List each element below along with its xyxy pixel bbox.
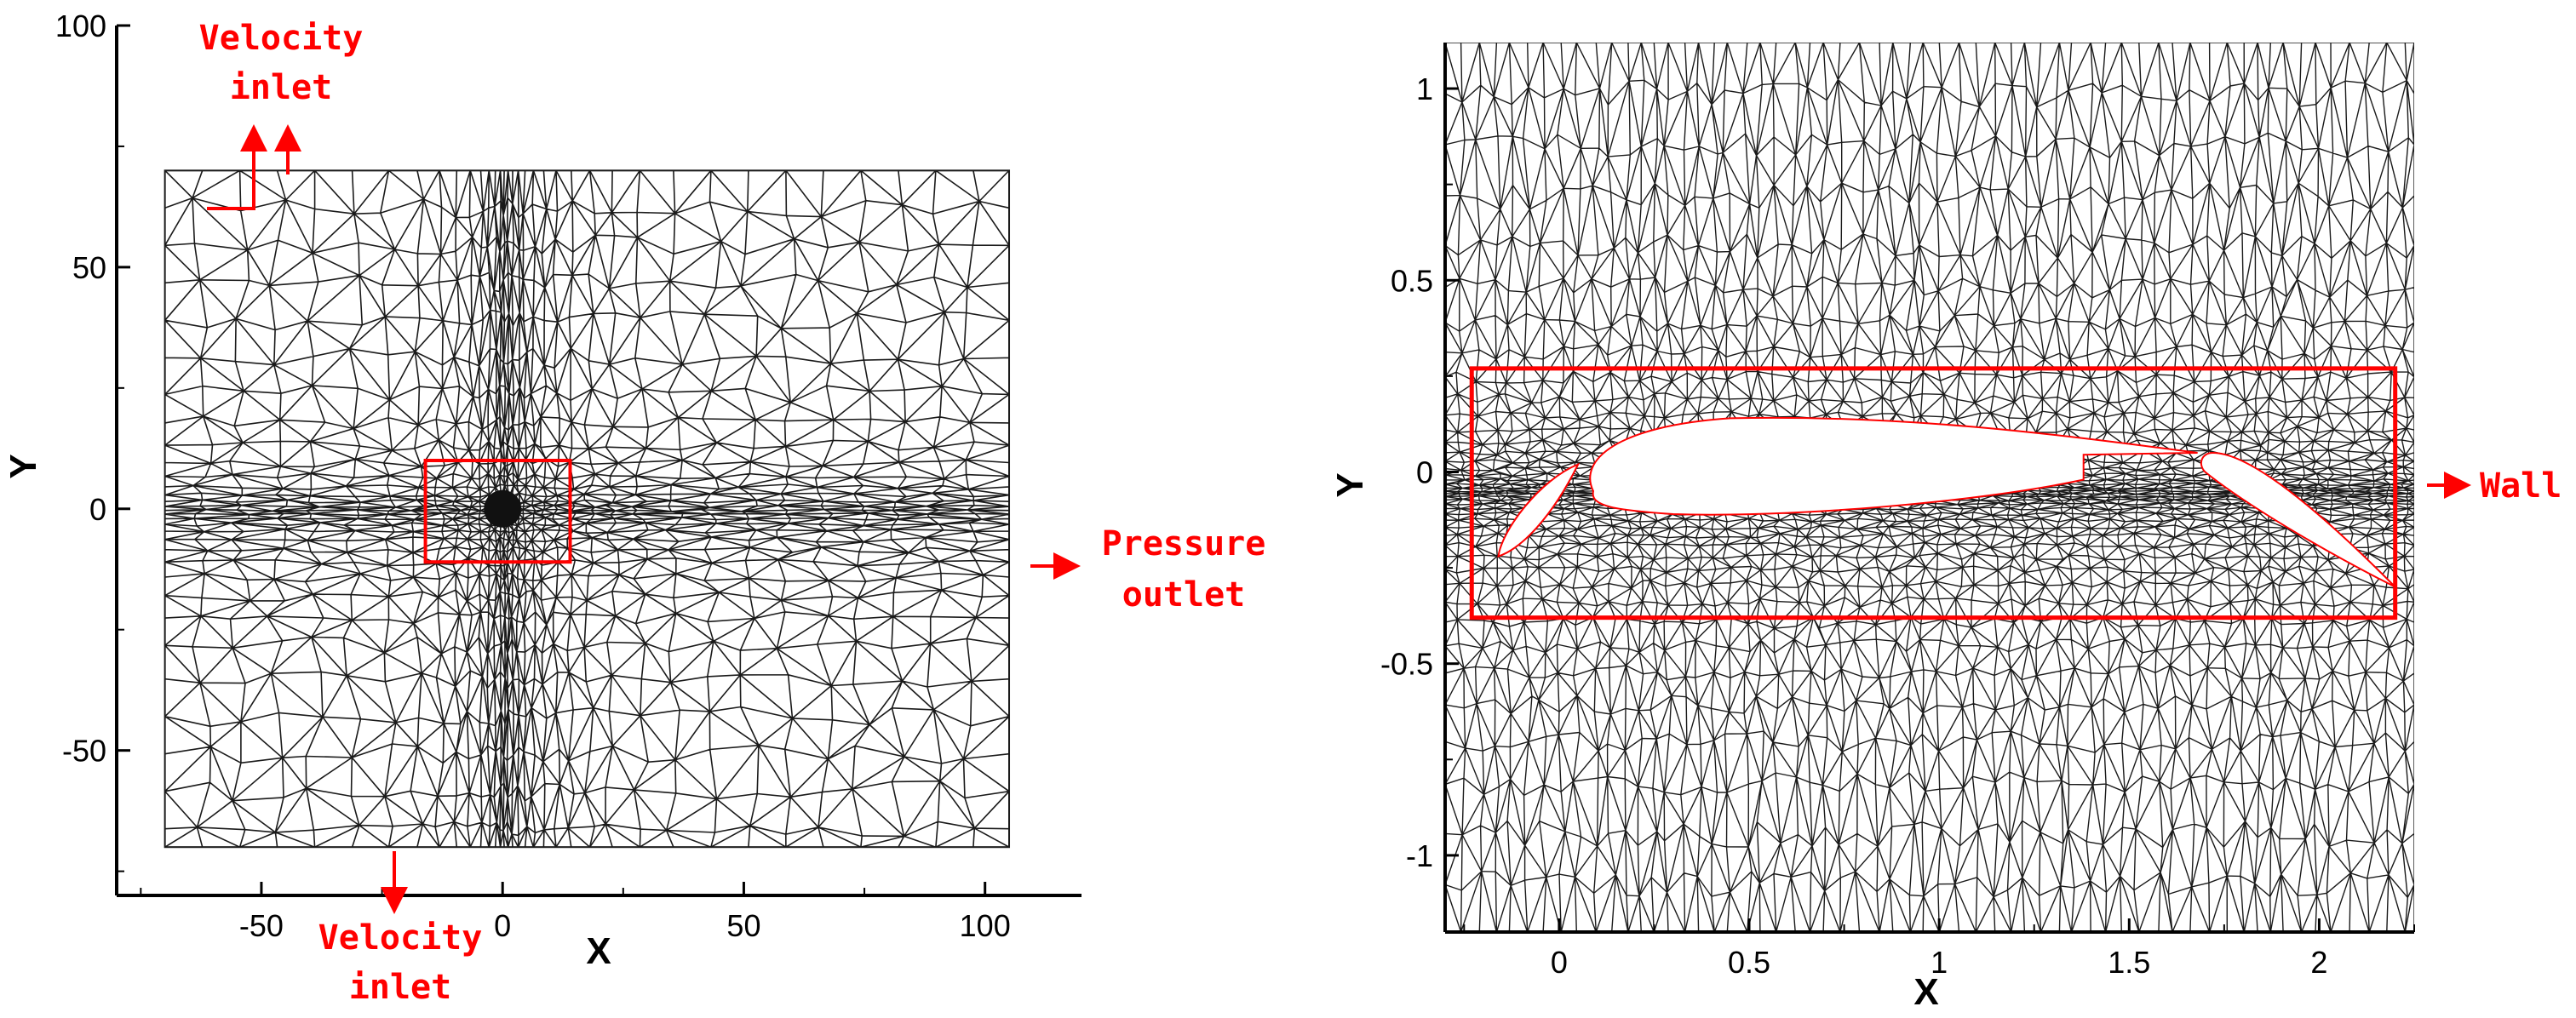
left-y-tick-label: 100 [55, 9, 106, 43]
right-x-tick-label: 0.5 [1728, 945, 1770, 980]
right-x-tick-label: 2 [2310, 945, 2327, 980]
right-y-tick-label: 1 [1416, 71, 1433, 106]
left-x-axis-title: X [586, 930, 611, 972]
left-x-tick-label: 0 [494, 908, 511, 943]
left-outlet-annotation: Pressure outlet [1030, 524, 1265, 615]
left-y-tick-label: 50 [72, 250, 106, 285]
left-x-tick-label: -50 [239, 908, 284, 943]
right-panel: 0 0.5 1 1.5 2 1 0.5 0 -0.5 -1 X Y Wall [1329, 43, 2562, 1013]
right-x-axis-title: X [1913, 971, 1938, 1013]
left-y-tick-label: 0 [89, 492, 106, 527]
top-inlet-arrow-elbow [207, 128, 254, 209]
right-y-tick-label: 0 [1416, 455, 1433, 489]
wall-label: Wall [2480, 466, 2562, 506]
left-panel: -50 0 50 100 100 50 0 -50 X Y Velocity i… [3, 9, 1265, 1007]
right-y-tick-label: -1 [1406, 838, 1433, 873]
left-bottom-inlet-annotation: Velocity inlet [318, 851, 483, 1007]
right-y-tick-label: -0.5 [1380, 647, 1433, 682]
right-y-axis-title: Y [1329, 472, 1371, 497]
right-y-tick-label: 0.5 [1391, 263, 1433, 298]
dense-mesh-core [484, 490, 521, 528]
outlet-label-line2: outlet [1122, 575, 1246, 615]
right-wall-annotation: Wall [2427, 466, 2562, 506]
left-x-tick-label: 100 [960, 908, 1011, 943]
left-y-tick-label: -50 [62, 734, 106, 769]
outlet-label-line1: Pressure [1102, 524, 1266, 563]
bottom-inlet-label-line2: inlet [349, 968, 451, 1007]
right-x-tick-label: 0 [1551, 945, 1568, 980]
top-inlet-label-line2: inlet [230, 68, 332, 107]
mesh-edges [165, 170, 1009, 847]
right-x-tick-label: 1.5 [2108, 945, 2150, 980]
left-y-axis-title: Y [3, 454, 44, 478]
bottom-inlet-label-line1: Velocity [318, 918, 483, 958]
left-mesh [165, 170, 1009, 847]
left-x-tick-label: 50 [726, 908, 760, 943]
top-inlet-label-line1: Velocity [199, 19, 364, 58]
